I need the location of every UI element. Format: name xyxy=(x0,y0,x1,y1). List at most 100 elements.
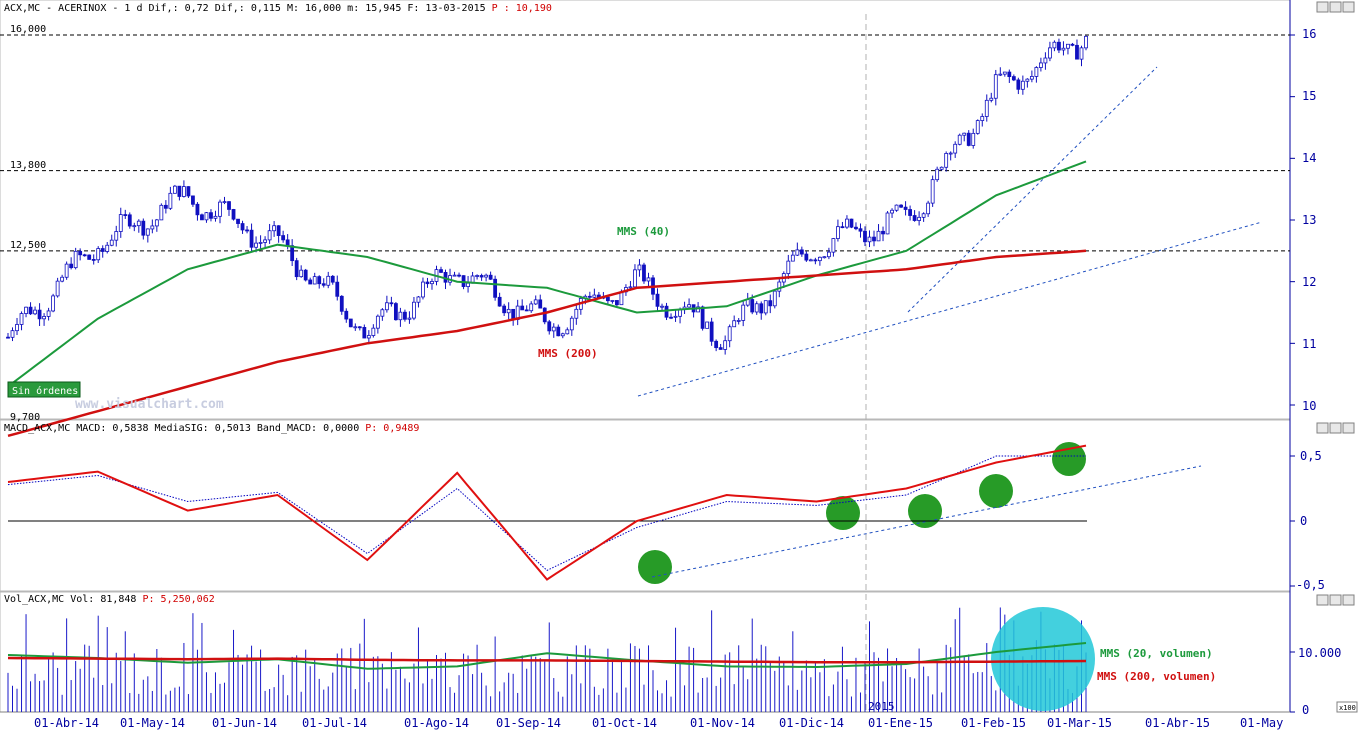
level-label-12-5: 12,500 xyxy=(10,240,46,251)
x-tick-label: 01-May xyxy=(1240,716,1283,730)
candle-body xyxy=(1052,41,1057,49)
watermark: www.visualchart.com xyxy=(75,397,224,412)
candle-body xyxy=(136,220,141,227)
candle-body xyxy=(362,327,367,339)
candle-body xyxy=(281,235,286,241)
volume-header: Vol_ACX,MC Vol: 81,848 P: 5,250,062 xyxy=(4,594,215,605)
minimize-button[interactable] xyxy=(1316,422,1329,434)
candle-body xyxy=(917,216,922,221)
candle-body xyxy=(939,166,944,170)
vol-ma200-line xyxy=(7,656,1087,664)
candle-body xyxy=(330,275,335,283)
candle-body xyxy=(317,276,322,285)
candle-body xyxy=(673,315,678,318)
candle-body xyxy=(876,230,881,242)
candle-body xyxy=(407,317,412,320)
candle-body xyxy=(533,299,538,305)
candle-body xyxy=(1029,76,1034,80)
candle-body xyxy=(141,220,146,236)
candle-body xyxy=(962,132,967,136)
candle-body xyxy=(1061,47,1066,51)
candle-body xyxy=(646,277,651,282)
candle-body xyxy=(808,259,813,262)
candle-body xyxy=(294,260,299,278)
candle-body xyxy=(37,309,42,320)
candle-body xyxy=(195,203,200,216)
macd-highlight-circle xyxy=(979,474,1013,508)
candle-body xyxy=(989,97,994,101)
candle-body xyxy=(285,239,290,247)
candle-body xyxy=(127,214,132,227)
maximize-button[interactable] xyxy=(1329,422,1342,434)
candle-body xyxy=(159,204,164,221)
maximize-button[interactable] xyxy=(1329,1,1342,13)
candle-body xyxy=(240,223,245,231)
minimize-button[interactable] xyxy=(1316,594,1329,606)
candle-body xyxy=(777,281,782,292)
x-tick-label: 01-Sep-14 xyxy=(496,716,561,730)
candle-body xyxy=(1007,71,1012,77)
candle-body xyxy=(709,321,714,342)
candle-body xyxy=(299,269,304,278)
orders-badge-text: Sin órdenes xyxy=(12,385,78,397)
candle-body xyxy=(754,303,759,313)
price-header-text: ACX,MC - ACERINOX - 1 d Dif,: 0,72 Dif,:… xyxy=(4,3,492,14)
candle-body xyxy=(384,302,389,311)
maximize-button[interactable] xyxy=(1329,594,1342,606)
candle-body xyxy=(664,305,669,318)
price-panel-controls[interactable] xyxy=(1316,1,1355,13)
year-label: 2015 xyxy=(868,700,895,713)
candle-body xyxy=(55,280,60,297)
candle-body xyxy=(1043,57,1048,64)
candle-body xyxy=(1084,35,1088,49)
volume-panel-controls[interactable] xyxy=(1316,594,1355,606)
price-candles xyxy=(6,35,1088,355)
candle-body xyxy=(1075,44,1079,60)
candle-body xyxy=(109,239,114,246)
close-button[interactable] xyxy=(1342,422,1355,434)
candle-body xyxy=(204,212,209,221)
close-button[interactable] xyxy=(1342,1,1355,13)
candle-body xyxy=(827,251,831,258)
orders-badge[interactable] xyxy=(7,381,81,398)
macd-tick: 0,5 xyxy=(1300,449,1322,463)
candle-body xyxy=(560,333,565,337)
candle-body xyxy=(750,299,755,313)
macd-tick: 0 xyxy=(1300,514,1307,528)
candle-body xyxy=(46,310,51,317)
volume-header-text: Vol_ACX,MC Vol: 81,848 xyxy=(4,594,142,605)
macd-header: MACD_ACX,MC MACD: 0,5838 MediaSIG: 0,501… xyxy=(4,423,419,434)
x-tick-label: 01-Ene-15 xyxy=(868,716,933,730)
candle-body xyxy=(831,238,836,253)
candle-body xyxy=(231,209,236,220)
candle-body xyxy=(813,259,818,262)
candle-body xyxy=(619,291,624,306)
candle-body xyxy=(335,281,340,297)
candle-body xyxy=(236,218,240,224)
candle-body xyxy=(42,316,46,320)
macd-header-text: MACD_ACX,MC MACD: 0,5838 MediaSIG: 0,501… xyxy=(4,423,365,434)
candle-body xyxy=(1020,80,1025,90)
macd-panel-controls[interactable] xyxy=(1316,422,1355,434)
candle-body xyxy=(357,326,362,329)
candle-body xyxy=(393,303,398,321)
candle-body xyxy=(966,132,971,146)
candle-body xyxy=(105,244,110,252)
candle-body xyxy=(87,254,92,260)
candle-body xyxy=(249,229,254,248)
candle-body xyxy=(551,326,556,332)
candle-body xyxy=(290,245,295,262)
candle-body xyxy=(213,215,218,219)
close-button[interactable] xyxy=(1342,594,1355,606)
candle-body xyxy=(267,230,272,241)
level-label-13-8: 13,800 xyxy=(10,160,46,171)
candle-body xyxy=(592,294,597,298)
minimize-button[interactable] xyxy=(1316,1,1329,13)
candle-body xyxy=(154,219,159,227)
candle-body xyxy=(980,116,985,122)
indicator-lines xyxy=(7,160,1087,670)
candle-body xyxy=(840,226,845,229)
axis-ticks xyxy=(1290,34,1295,713)
candle-body xyxy=(475,275,479,277)
